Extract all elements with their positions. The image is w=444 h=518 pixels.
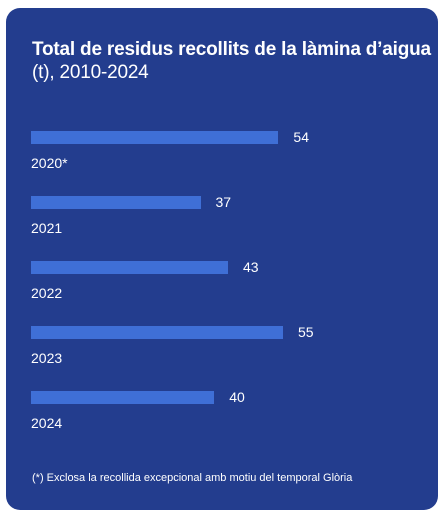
value-label-2: 43: [243, 259, 259, 275]
chart-title: Total de residus recollits de la làmina …: [32, 38, 432, 84]
bar-1: [31, 196, 201, 209]
bar-3: [31, 326, 283, 339]
category-label-4: 2024: [31, 415, 63, 431]
value-label-1: 37: [215, 194, 232, 210]
chart-footnote: (*) Exclosa la recollida excepcional amb…: [32, 472, 353, 484]
category-label-2: 2022: [31, 285, 63, 301]
value-label-3: 55: [298, 324, 314, 340]
chart-title-bold: Total de residus recollits de la làmina …: [32, 39, 431, 60]
bar-chart: 54 2020* 37 2021 43 2022 55 2023 40 2024: [6, 8, 438, 510]
category-label-3: 2023: [31, 350, 63, 366]
chart-card: Total de residus recollits de la làmina …: [6, 8, 438, 510]
bar-2: [31, 261, 229, 274]
value-label-0: 54: [293, 129, 309, 145]
chart-title-regular: (t), 2010-2024: [32, 62, 149, 83]
category-label-0: 2020*: [31, 155, 68, 171]
category-label-1: 2021: [31, 220, 63, 236]
value-label-4: 40: [229, 389, 245, 405]
bar-0: [31, 131, 279, 144]
bar-4: [31, 391, 215, 404]
